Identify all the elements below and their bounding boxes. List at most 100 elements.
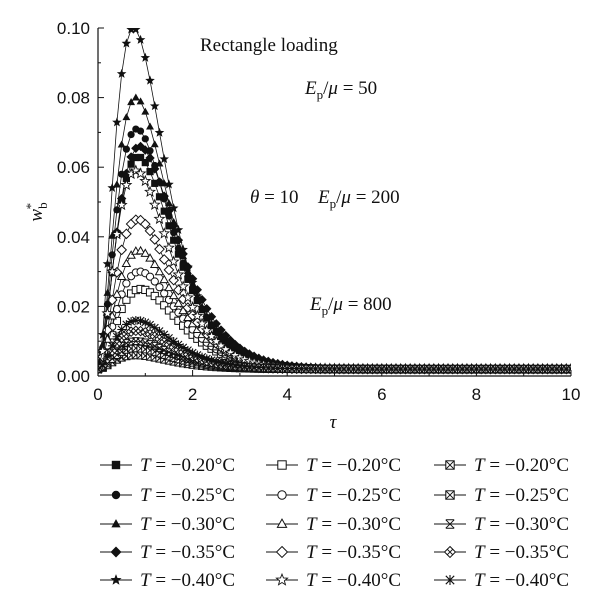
data-point xyxy=(216,334,226,344)
x-tick-label: 0 xyxy=(93,385,102,404)
data-point xyxy=(205,330,218,342)
data-point xyxy=(155,159,164,167)
data-point xyxy=(169,337,178,346)
data-point xyxy=(259,363,268,373)
data-point xyxy=(127,160,135,168)
data-point xyxy=(197,302,207,312)
data-point xyxy=(187,277,198,287)
data-point xyxy=(420,364,429,374)
data-point xyxy=(561,364,571,374)
data-point xyxy=(192,285,203,295)
data-point xyxy=(287,364,297,373)
data-point xyxy=(136,153,145,162)
data-point xyxy=(197,295,207,305)
x-tick-label: 6 xyxy=(377,385,386,404)
data-point xyxy=(135,34,146,44)
data-point xyxy=(139,174,152,187)
data-point xyxy=(155,326,164,336)
data-point xyxy=(146,122,154,130)
data-point xyxy=(140,318,150,327)
data-point xyxy=(396,364,406,374)
data-point xyxy=(505,364,514,374)
data-point xyxy=(140,248,151,257)
data-point xyxy=(230,360,240,370)
legend-label: T = −0.35°C xyxy=(306,542,401,563)
data-point xyxy=(98,344,109,357)
data-point xyxy=(168,203,179,213)
data-point xyxy=(150,291,159,301)
data-point xyxy=(141,159,149,167)
data-point xyxy=(117,341,126,351)
data-point xyxy=(368,364,377,374)
data-point xyxy=(159,274,170,284)
data-point xyxy=(448,364,458,374)
data-point xyxy=(235,361,245,371)
data-point xyxy=(131,28,141,34)
ratio-800-annotation: Ep/μ = 800 xyxy=(309,294,392,318)
data-point xyxy=(533,364,543,374)
y-tick-label: 0.02 xyxy=(57,297,90,316)
legend-label: T = −0.30°C xyxy=(306,514,401,535)
data-point xyxy=(116,68,127,78)
series-14 xyxy=(98,316,571,374)
data-point xyxy=(154,243,165,255)
data-point xyxy=(183,262,193,272)
data-point xyxy=(200,324,213,336)
data-point xyxy=(122,279,131,288)
loading-annotation: Rectangle loading xyxy=(200,35,338,56)
data-point xyxy=(131,143,141,153)
data-point xyxy=(158,227,171,239)
data-point xyxy=(127,337,136,346)
y-tick-label: 0.06 xyxy=(57,158,90,177)
data-point xyxy=(557,364,566,374)
data-point xyxy=(164,333,174,343)
data-point xyxy=(211,328,222,338)
data-point xyxy=(151,179,159,187)
data-point xyxy=(453,364,462,374)
data-point xyxy=(382,364,391,374)
data-point xyxy=(136,316,145,326)
legend-item: T = −0.35°C xyxy=(266,542,401,563)
x-tick-label: 4 xyxy=(282,385,291,404)
data-point xyxy=(188,348,197,358)
data-point xyxy=(486,364,495,374)
data-point xyxy=(424,364,434,374)
data-point xyxy=(325,364,335,374)
data-point xyxy=(145,320,155,330)
data-point xyxy=(221,359,231,368)
data-point xyxy=(135,214,146,226)
data-point xyxy=(547,364,557,374)
data-point xyxy=(145,272,155,281)
data-point xyxy=(438,364,448,374)
data-point xyxy=(146,168,154,176)
data-point xyxy=(159,191,169,201)
legend-marker xyxy=(275,545,289,559)
data-point xyxy=(249,362,259,372)
data-point xyxy=(320,364,330,374)
data-point xyxy=(491,364,500,374)
data-point xyxy=(193,350,202,360)
data-point xyxy=(150,341,159,351)
legend-marker xyxy=(444,574,456,586)
data-point xyxy=(230,339,240,350)
data-point xyxy=(101,307,114,319)
data-point xyxy=(344,364,354,374)
data-point xyxy=(292,364,301,374)
data-point xyxy=(136,337,145,346)
data-point xyxy=(500,364,510,374)
ratio-50-annotation: Ep/μ = 50 xyxy=(304,78,377,102)
legend-marker xyxy=(275,572,289,586)
data-point xyxy=(145,75,155,85)
data-point xyxy=(110,227,123,240)
data-point xyxy=(150,323,160,333)
data-point xyxy=(129,164,142,176)
data-point xyxy=(202,354,212,363)
data-point xyxy=(391,364,401,374)
data-point xyxy=(122,320,131,329)
data-point xyxy=(117,140,126,148)
y-axis-label: wb* xyxy=(23,202,50,221)
legend-marker xyxy=(445,460,455,470)
data-point xyxy=(136,127,145,135)
data-point xyxy=(353,364,363,374)
